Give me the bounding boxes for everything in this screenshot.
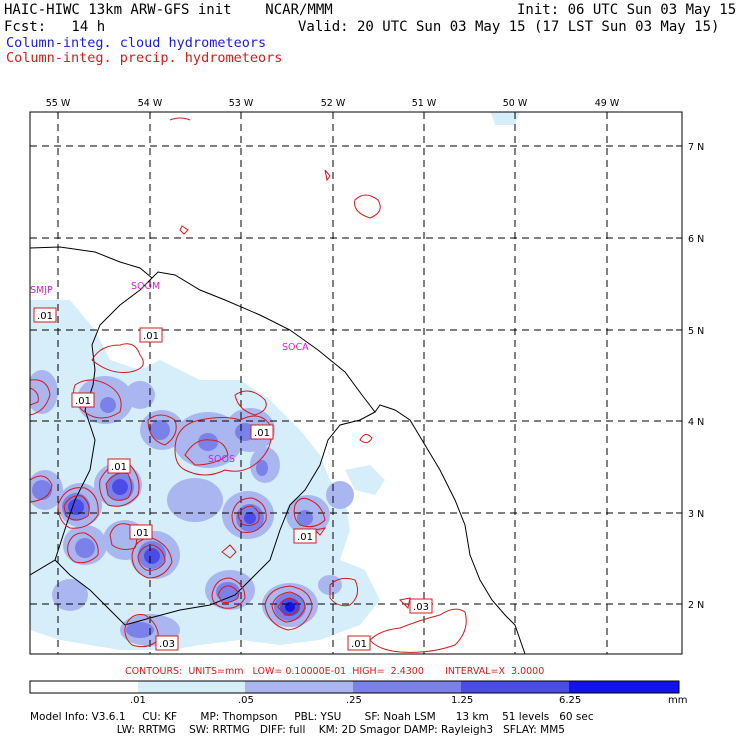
lon-label: 53 W: [229, 98, 254, 109]
station-soom: SOOM: [131, 281, 160, 292]
lat-label: 4 N: [688, 417, 704, 428]
colorbar-bin: [30, 681, 138, 693]
svg-text:.01: .01: [37, 311, 53, 322]
contour-label: .01: [71, 392, 95, 408]
colorbar-label: .25: [346, 695, 362, 706]
plot-frame: [29, 111, 683, 655]
init-time: Init: 06 UTC Sun 03 May 15: [517, 2, 737, 18]
colorbar: [29, 680, 680, 694]
lat-labels: 7 N 6 N 5 N 4 N 3 N 2 N: [688, 142, 704, 611]
field-precip-label: Column-integ. precip. hydrometeors: [6, 50, 283, 66]
svg-text:.01: .01: [254, 428, 270, 439]
contour-label: .01: [250, 424, 274, 440]
lat-label: 5 N: [688, 326, 704, 337]
svg-text:.01: .01: [75, 396, 91, 407]
lat-label: 7 N: [688, 142, 704, 153]
colorbar-label: .01: [130, 695, 146, 706]
field-cloud-label: Column-integ. cloud hydrometeors: [6, 35, 267, 51]
lon-labels: 55 W 54 W 53 W 52 W 51 W 50 W 49 W: [46, 98, 620, 109]
latlon-grid: [30, 112, 682, 654]
cloud-shading: [30, 112, 520, 650]
colorbar-bin: [353, 681, 461, 693]
svg-text:.03: .03: [413, 602, 429, 613]
lat-label: 2 N: [688, 600, 704, 611]
colorbar-bin: [245, 681, 353, 693]
lon-ticks: [57, 112, 608, 118]
lat-label: 3 N: [688, 509, 704, 520]
station-soos: SOOS: [208, 454, 235, 465]
contours-info: CONTOURS: UNITS=mm LOW= 0.10000E-01 HIGH…: [125, 666, 545, 677]
contour-label: .01: [139, 327, 163, 343]
svg-text:.01: .01: [351, 639, 367, 650]
station-labels: SMJP SOOM SOCA SOOS: [30, 281, 309, 465]
contour-label: .01: [347, 635, 371, 651]
lon-label: 51 W: [412, 98, 437, 109]
lat-ticks: [676, 145, 682, 605]
lon-label: 54 W: [138, 98, 163, 109]
contour-label: .03: [409, 598, 433, 614]
station-smjp: SMJP: [30, 285, 53, 296]
colorbar-label: 6.25: [559, 695, 582, 706]
lat-label: 6 N: [688, 234, 704, 245]
svg-text:.01: .01: [111, 462, 127, 473]
contour-labels: .01 .01 .01 .01 .01 .01 .01 .01 .03 .03: [33, 307, 433, 651]
lon-label: 50 W: [503, 98, 528, 109]
colorbar-units: mm: [668, 695, 688, 706]
colorbar-bin: [461, 681, 569, 693]
svg-text:.03: .03: [159, 639, 175, 650]
contour-label: .01: [293, 528, 317, 544]
station-soca: SOCA: [282, 342, 309, 353]
forecast-hour: Fcst: 14 h: [4, 19, 106, 35]
plot-title: HAIC-HIWC 13km ARW-GFS init NCAR/MMM: [4, 2, 333, 18]
colorbar-bin: [138, 681, 245, 693]
svg-text:.01: .01: [143, 331, 159, 342]
lon-label: 55 W: [46, 98, 71, 109]
contour-label: .01: [33, 307, 57, 323]
lon-label: 52 W: [321, 98, 346, 109]
contour-label: .01: [129, 524, 153, 540]
model-info-line2: LW: RRTMG SW: RRTMG DIFF: full KM: 2D Sm…: [30, 724, 565, 736]
precip-contours: [30, 117, 467, 653]
contour-label: .03: [155, 635, 179, 651]
colorbar-bin: [569, 681, 679, 693]
svg-text:.01: .01: [297, 532, 313, 543]
valid-time: Valid: 20 UTC Sun 03 May 15 (17 LST Sun …: [298, 19, 720, 35]
svg-text:.01: .01: [133, 528, 149, 539]
contour-label: .01: [107, 458, 131, 474]
lon-label: 49 W: [595, 98, 620, 109]
model-info-line1: Model Info: V3.6.1 CU: KF MP: Thompson P…: [30, 711, 594, 723]
colorbar-label: .05: [238, 695, 254, 706]
colorbar-label: 1.25: [451, 695, 474, 706]
